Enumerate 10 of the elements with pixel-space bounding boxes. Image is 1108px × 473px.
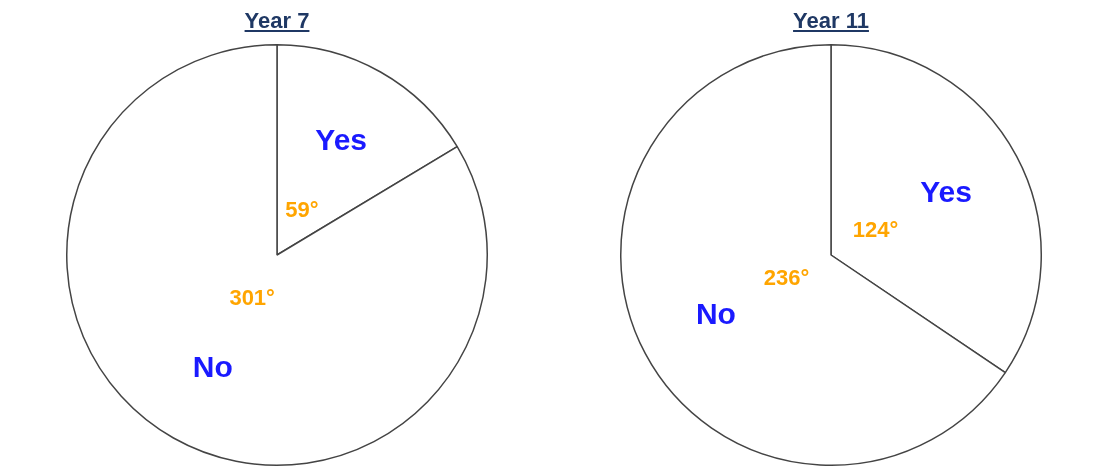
data-label: 124° [852,217,899,243]
chart-title: Year 11 [793,8,869,33]
data-label: 59° [285,197,319,223]
data-label: 236° [763,264,810,290]
slice-label: Yes [315,122,368,156]
slice-label: No [192,349,233,383]
slice-label: No [695,297,736,331]
chart-title: Year 7 [244,8,310,33]
data-label: 301° [229,284,275,310]
slice-label: Yes [920,175,972,209]
